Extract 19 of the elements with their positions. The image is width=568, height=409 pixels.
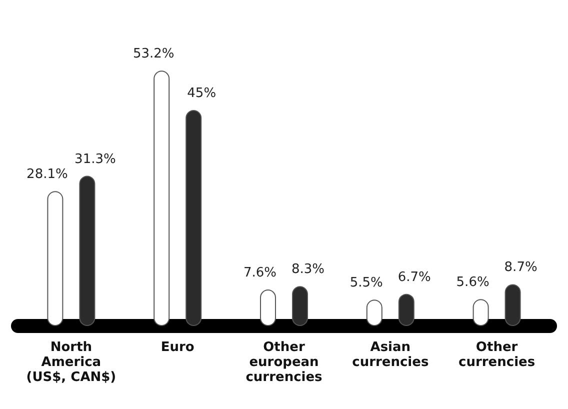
data-label: 8.7%	[504, 260, 538, 276]
data-label: 5.6%	[456, 275, 490, 290]
data-label: 6.7%	[398, 270, 431, 285]
data-label: 53.2%	[132, 46, 174, 62]
x-tick-label: Asian currencies	[352, 340, 429, 370]
x-tick-label: Other european currencies	[246, 340, 323, 385]
bar	[186, 110, 202, 326]
bar	[79, 176, 96, 326]
bar	[47, 191, 64, 326]
data-label: 7.6%	[243, 266, 277, 281]
bar	[154, 70, 170, 326]
data-label: 28.1%	[26, 167, 68, 182]
x-tick-label: Other currencies	[458, 340, 536, 370]
x-tick-label: North America (US$, CAN$)	[26, 340, 116, 385]
data-label: 31.3%	[74, 152, 116, 167]
data-label: 45%	[187, 86, 216, 101]
data-label: 8.3%	[291, 262, 325, 278]
x-tick-label: Euro	[160, 340, 194, 355]
data-label: 5.5%	[350, 276, 383, 291]
